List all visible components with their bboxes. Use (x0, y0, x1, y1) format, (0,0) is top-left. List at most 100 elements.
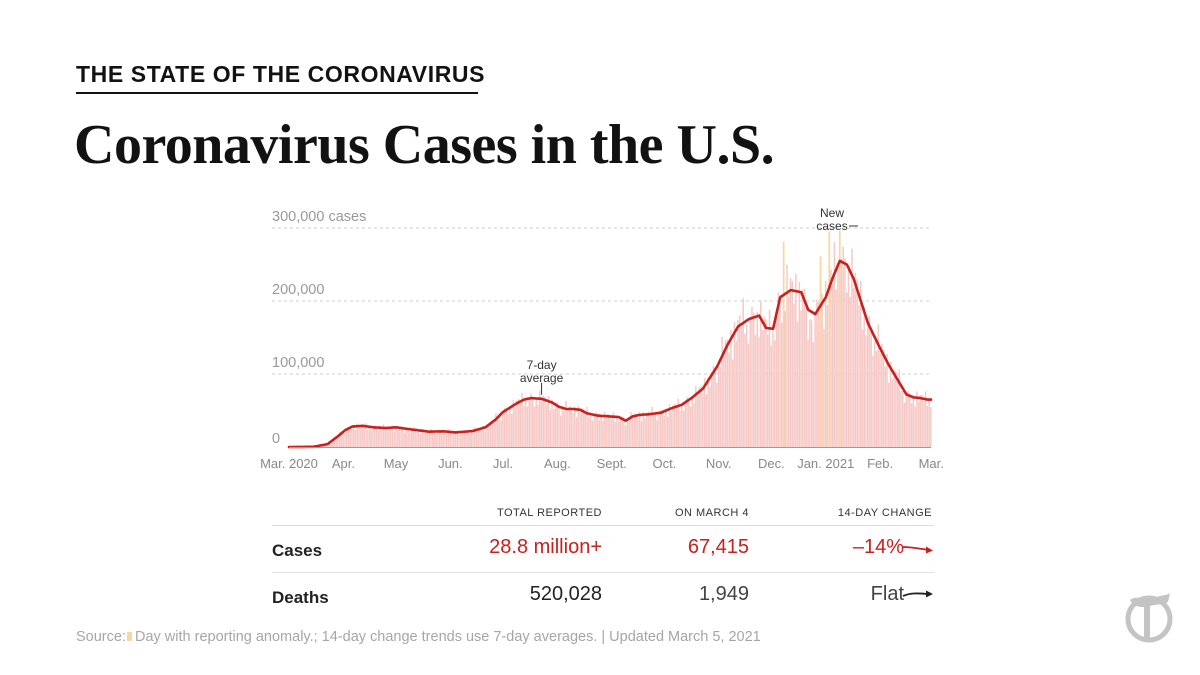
daily-case-bar (695, 385, 697, 447)
daily-case-bar (652, 416, 655, 447)
daily-case-bar (856, 279, 858, 447)
daily-case-bar (593, 414, 595, 447)
daily-case-bar (456, 430, 459, 447)
daily-case-bar (600, 415, 602, 447)
daily-case-bar (847, 265, 850, 447)
daily-case-bar (686, 396, 688, 447)
kicker-underline (76, 92, 478, 94)
daily-case-bar (798, 281, 801, 447)
section-kicker: THE STATE OF THE CORONAVIRUS (76, 61, 486, 87)
daily-case-bar (824, 280, 827, 447)
daily-case-bar (342, 432, 345, 447)
stats-row-cases: Cases 28.8 million+ 67,415 –14% (272, 526, 934, 573)
annotation-label-new-cases: New (820, 206, 844, 220)
daily-case-bar (505, 408, 508, 447)
x-tick-label: Sept. (597, 456, 627, 471)
anomaly-bar (782, 241, 785, 447)
daily-case-bar (668, 404, 671, 447)
daily-case-bar (510, 413, 513, 447)
x-tick-label: May (384, 456, 409, 471)
daily-case-bar (693, 402, 695, 447)
daily-case-bar (388, 426, 390, 447)
daily-case-bar (470, 431, 473, 447)
daily-case-bar (875, 351, 878, 447)
daily-case-bar (812, 342, 815, 447)
daily-case-bar (333, 438, 336, 447)
daily-case-bar (335, 436, 337, 447)
daily-case-bar (554, 402, 557, 447)
daily-case-bar (889, 361, 892, 447)
daily-case-bar (717, 366, 720, 447)
daily-case-bar (672, 405, 674, 447)
daily-case-bar (703, 377, 706, 447)
daily-case-bar (377, 431, 380, 447)
daily-case-bar (774, 340, 776, 447)
daily-case-bar (430, 428, 432, 447)
daily-case-bar (379, 427, 381, 447)
daily-case-bar (331, 440, 334, 447)
daily-case-bar (414, 429, 416, 447)
daily-case-bar (895, 371, 897, 447)
daily-case-bar (630, 411, 632, 447)
cases-on-date: 67,415 (687, 536, 749, 558)
daily-case-bar (552, 408, 555, 447)
daily-case-bar (877, 324, 880, 447)
daily-case-bar (721, 336, 723, 447)
daily-case-bar (561, 410, 564, 447)
daily-case-bar (489, 422, 492, 447)
daily-case-bar (905, 394, 908, 447)
daily-case-bar (823, 328, 825, 447)
anomaly-bars (782, 230, 841, 447)
daily-case-bar (340, 434, 343, 447)
daily-case-bar (533, 406, 536, 447)
daily-case-bar (726, 339, 729, 447)
stats-table: TOTAL REPORTED ON MARCH 4 14-DAY CHANGE … (272, 505, 934, 619)
daily-case-bar (367, 429, 369, 447)
grid-lines (272, 227, 931, 375)
daily-case-bar (684, 401, 687, 447)
daily-case-bar (605, 417, 608, 447)
daily-case-bar (612, 412, 615, 447)
anomaly-bar (838, 230, 841, 447)
daily-case-bar (349, 426, 352, 447)
anomaly-bar (819, 256, 822, 447)
daily-case-bar (879, 350, 881, 447)
daily-case-bar (614, 421, 616, 447)
daily-case-bar (409, 433, 411, 447)
daily-case-bar (921, 394, 923, 447)
daily-case-bars (289, 241, 932, 447)
daily-case-bar (728, 352, 730, 447)
daily-case-bar (719, 366, 722, 447)
cases-chart: 0 100,000 200,000 300,000 cases Mar. 2020 Ap… (260, 206, 944, 471)
daily-case-bar (786, 264, 788, 447)
row-label-cases: Cases (272, 541, 323, 560)
daily-case-bar (930, 407, 932, 447)
daily-case-bar (582, 408, 585, 447)
daily-case-bar (463, 431, 466, 447)
daily-case-bar (730, 329, 732, 447)
daily-case-bar (467, 431, 469, 447)
daily-case-bar (549, 410, 551, 447)
daily-case-bar (596, 414, 599, 447)
deaths-change: Flat (870, 583, 904, 605)
daily-case-bar (602, 420, 604, 447)
daily-case-bar (802, 289, 804, 447)
daily-case-bar (749, 317, 751, 447)
y-tick-label: 300,000 cases (272, 209, 366, 225)
daily-case-bar (407, 430, 409, 447)
daily-case-bar (907, 390, 909, 447)
daily-case-bar (873, 341, 876, 447)
daily-case-bar (807, 339, 809, 447)
daily-case-bar (507, 413, 509, 447)
daily-case-bar (898, 369, 901, 447)
daily-case-bar (512, 400, 515, 447)
daily-case-bar (826, 305, 829, 447)
daily-case-bar (674, 404, 676, 447)
daily-case-bar (354, 429, 357, 447)
daily-case-bar (789, 277, 792, 447)
anomaly-swatch-icon (126, 632, 132, 641)
daily-case-bar (619, 417, 622, 447)
daily-case-bar (837, 267, 839, 447)
daily-case-bar (491, 419, 494, 447)
